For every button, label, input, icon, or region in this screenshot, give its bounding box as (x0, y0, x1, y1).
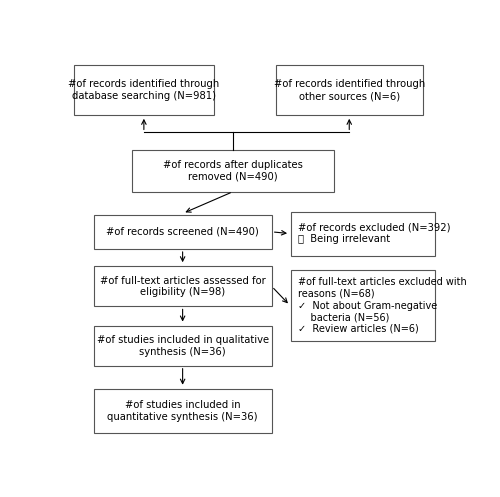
Text: #of full-text articles excluded with
reasons (N=68)
✓  Not about Gram-negative
 : #of full-text articles excluded with rea… (298, 277, 467, 333)
Text: #of full-text articles assessed for
eligibility (N=98): #of full-text articles assessed for elig… (100, 275, 266, 297)
Text: #of studies included in qualitative
synthesis (N=36): #of studies included in qualitative synt… (96, 335, 268, 356)
Text: #of records identified through
other sources (N=6): #of records identified through other sou… (274, 80, 425, 101)
FancyBboxPatch shape (94, 389, 272, 433)
Text: #of records identified through
database searching (N=981): #of records identified through database … (68, 80, 220, 101)
FancyBboxPatch shape (94, 266, 272, 307)
FancyBboxPatch shape (94, 326, 272, 366)
FancyBboxPatch shape (291, 270, 434, 341)
FancyBboxPatch shape (291, 212, 434, 255)
FancyBboxPatch shape (132, 150, 334, 192)
FancyBboxPatch shape (94, 215, 272, 249)
FancyBboxPatch shape (74, 66, 214, 115)
Text: #of records excluded (N=392)
📍  Being irrelevant: #of records excluded (N=392) 📍 Being irr… (298, 223, 450, 245)
Text: #of studies included in
quantitative synthesis (N=36): #of studies included in quantitative syn… (108, 400, 258, 421)
Text: #of records after duplicates
removed (N=490): #of records after duplicates removed (N=… (163, 160, 303, 181)
FancyBboxPatch shape (276, 66, 423, 115)
Text: #of records screened (N=490): #of records screened (N=490) (106, 227, 259, 237)
